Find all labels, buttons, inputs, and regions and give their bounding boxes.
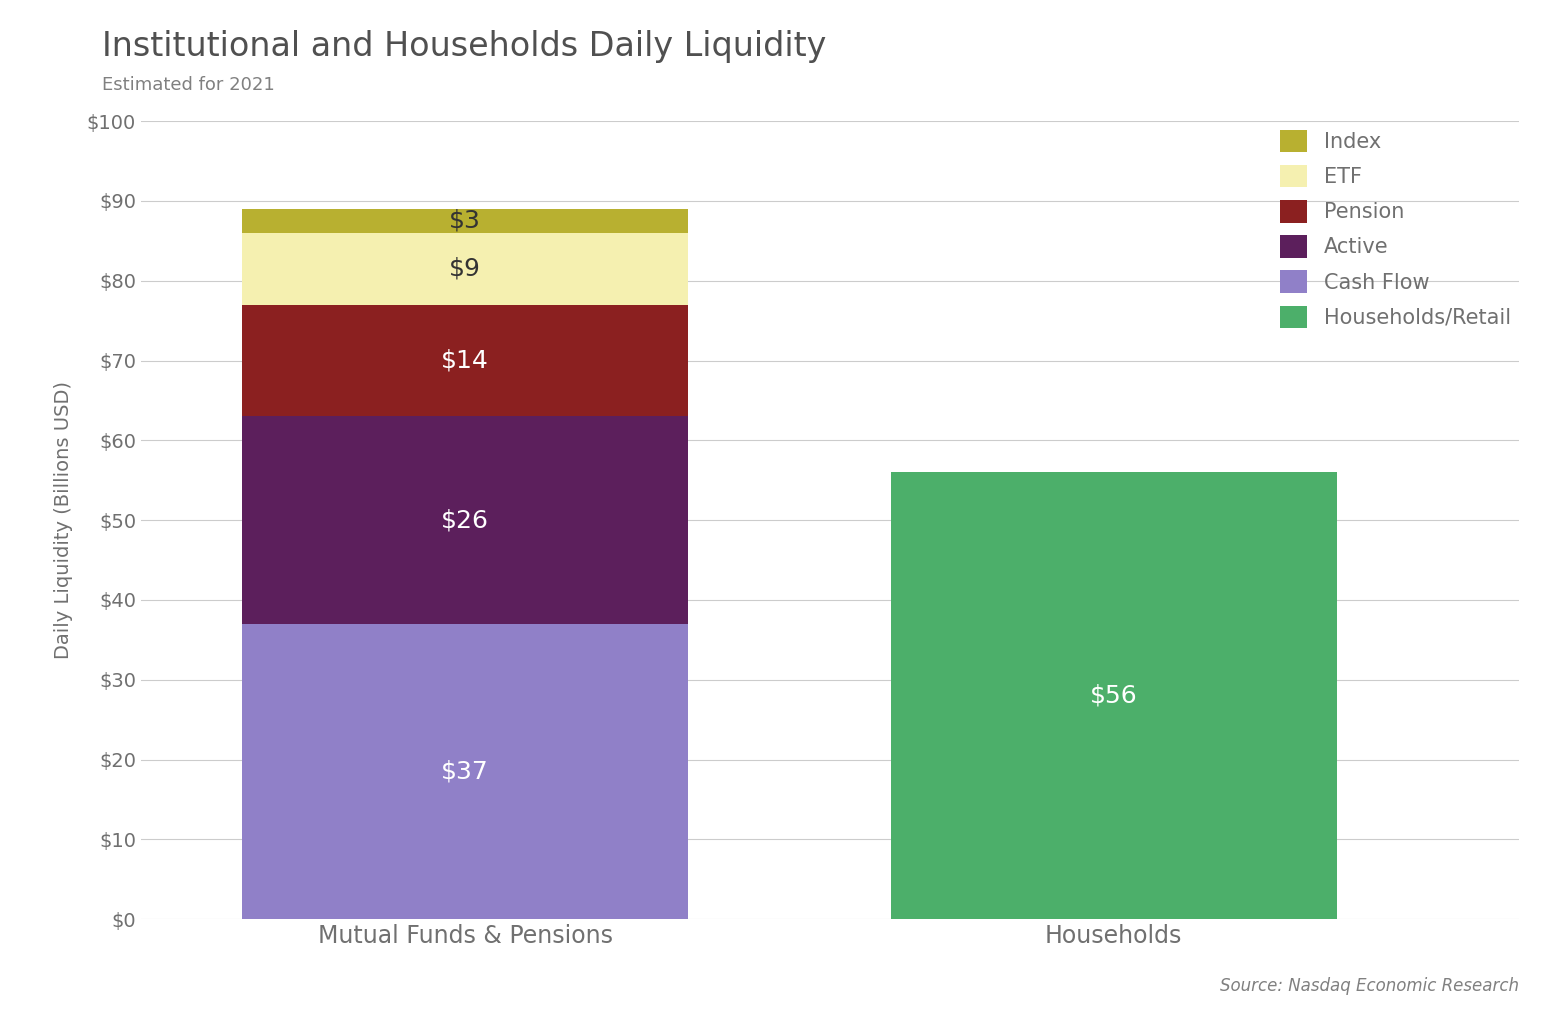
Legend: Index, ETF, Pension, Active, Cash Flow, Households/Retail: Index, ETF, Pension, Active, Cash Flow, … — [1272, 121, 1519, 336]
Text: $14: $14 — [442, 348, 489, 373]
Text: Estimated for 2021: Estimated for 2021 — [102, 76, 274, 94]
Bar — [243, 305, 687, 416]
Bar — [891, 473, 1337, 919]
Text: Institutional and Households Daily Liquidity: Institutional and Households Daily Liqui… — [102, 30, 827, 64]
Bar — [243, 233, 687, 305]
Text: $9: $9 — [449, 257, 481, 281]
Text: Source: Nasdaq Economic Research: Source: Nasdaq Economic Research — [1220, 977, 1519, 995]
Bar — [243, 624, 687, 919]
Text: $56: $56 — [1090, 684, 1137, 708]
Y-axis label: Daily Liquidity (Billions USD): Daily Liquidity (Billions USD) — [53, 381, 74, 660]
Bar — [243, 209, 687, 233]
Text: $3: $3 — [449, 209, 481, 233]
Text: $37: $37 — [442, 760, 489, 784]
Bar — [243, 416, 687, 624]
Text: $26: $26 — [442, 508, 489, 532]
